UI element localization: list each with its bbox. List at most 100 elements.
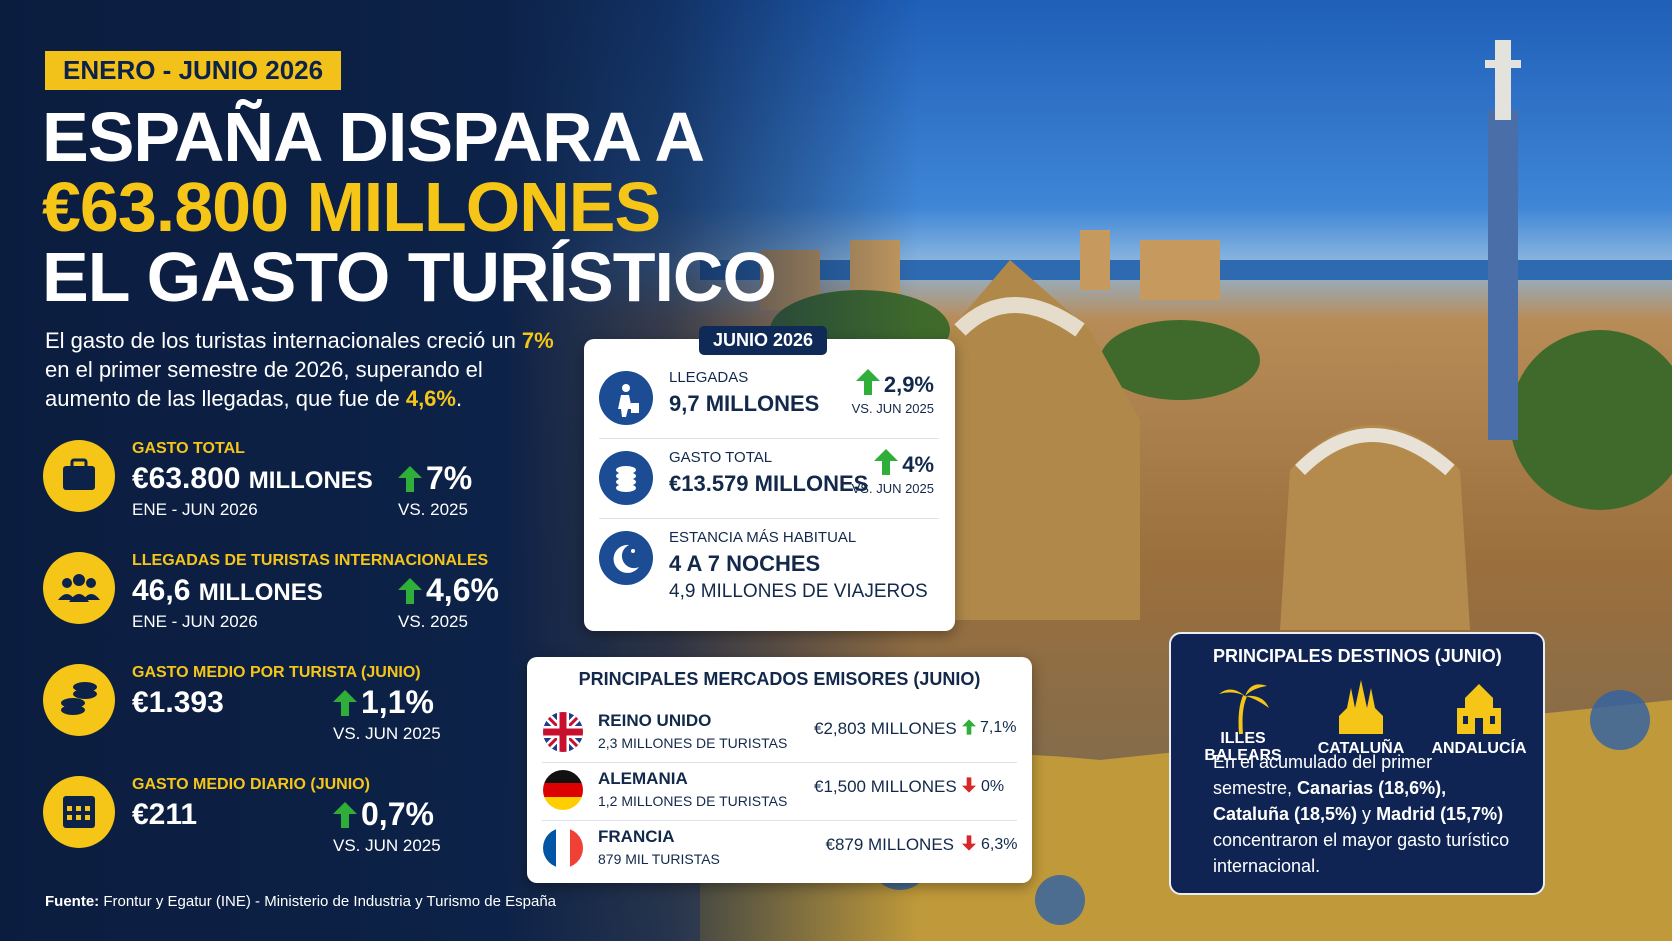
june-icon bbox=[599, 531, 653, 585]
kpi: GASTO TOTAL €63.800 MILLONES ENE - JUN 202… bbox=[43, 440, 563, 540]
market-change: 7,1% bbox=[962, 719, 1016, 737]
kpi: GASTO MEDIO POR TURISTA (JUNIO) €1.393 1,1… bbox=[43, 664, 563, 764]
june-row: GASTO TOTAL €13.579 MILLONES 4% VS. JUN 202… bbox=[599, 441, 939, 519]
icon bbox=[618, 384, 639, 417]
destination bbox=[1427, 674, 1531, 744]
arrow bbox=[962, 777, 976, 793]
market-tourists: 879 MIL TURISTAS bbox=[598, 851, 720, 867]
market-country: FRANCIA bbox=[598, 827, 675, 846]
destination-icon bbox=[1447, 674, 1511, 738]
june-icon bbox=[599, 371, 653, 425]
june-change: 2,9% bbox=[855, 369, 934, 398]
june-change-value: 2,9% bbox=[883, 372, 934, 397]
kpi-value-number: €63.800 bbox=[132, 462, 241, 495]
kpi-change: 4,6% bbox=[398, 572, 499, 609]
icon bbox=[61, 682, 97, 715]
june-label: GASTO TOTAL bbox=[669, 449, 773, 466]
icon bbox=[1457, 684, 1501, 734]
market-change-value: 7,1% bbox=[980, 719, 1017, 736]
kpi-icon bbox=[43, 552, 115, 624]
june-value: €13.579 MILLONES bbox=[669, 471, 869, 496]
june-compare: VS. JUN 2025 bbox=[851, 481, 934, 496]
kpi-value: €63.800 MILLONES bbox=[132, 462, 373, 496]
arrow bbox=[962, 719, 976, 735]
intro-part: 4,6% bbox=[405, 386, 456, 411]
flag-icon bbox=[543, 712, 583, 752]
market-country: ALEMANIA bbox=[598, 769, 688, 788]
kpi-change-value: 1,1% bbox=[361, 684, 434, 720]
june-change-value: 4% bbox=[902, 452, 934, 477]
kpi-change: 0,7% bbox=[333, 796, 434, 833]
destination-name: ANDALUCÍA bbox=[1431, 740, 1527, 757]
market-row: ALEMANIA 1,2 MILLONES DE TURISTAS €1,500 M… bbox=[542, 763, 1017, 821]
kpi-value: €211 bbox=[132, 798, 197, 832]
flag bbox=[542, 769, 584, 811]
destinations-title: PRINCIPALES DESTINOS (JUNIO) bbox=[1213, 646, 1502, 666]
kpi-icon bbox=[43, 664, 115, 736]
destination-name: CATALUÑA bbox=[1317, 740, 1405, 757]
icon bbox=[63, 458, 95, 490]
arrow bbox=[874, 449, 899, 475]
intro-part: 7% bbox=[521, 328, 554, 353]
kpi: GASTO MEDIO DIARIO (JUNIO) €211 0,7% VS. JU… bbox=[43, 776, 563, 876]
destination-icon bbox=[1329, 674, 1393, 738]
market-row: FRANCIA 879 MIL TURISTAS €879 MILLONES 6,3% bbox=[542, 821, 1017, 879]
kpi-period: ENE - JUN 2026 bbox=[132, 500, 258, 519]
intro-text: El gasto de los turistas internacionales… bbox=[45, 326, 565, 413]
kpi-icon bbox=[43, 776, 115, 848]
kpi-change: 1,1% bbox=[333, 684, 434, 721]
destination bbox=[1309, 674, 1413, 744]
june-value: 9,7 MILLONES bbox=[669, 391, 820, 416]
summary-part: En el acumulado del primer semestre, bbox=[1213, 752, 1433, 798]
kpi-unit: MILLONES bbox=[248, 467, 373, 494]
kpi-label: GASTO MEDIO POR TURISTA (JUNIO) bbox=[132, 664, 421, 681]
source-text: Frontur y Egatur (INE) - Ministerio de I… bbox=[99, 893, 557, 910]
summary-part: Madrid (15,7%) bbox=[1376, 804, 1504, 824]
kpi-change-value: 0,7% bbox=[361, 796, 434, 832]
market-tourists: 2,3 MILLONES DE TURISTAS bbox=[598, 735, 788, 751]
kpi-value-number: €1.393 bbox=[132, 686, 224, 719]
market-change: 0% bbox=[962, 777, 1004, 796]
kpi-label: LLEGADAS DE TURISTAS INTERNACIONALES bbox=[132, 552, 489, 569]
title-highlight: €63.800 MILLONES bbox=[42, 168, 661, 246]
flag-icon bbox=[543, 828, 583, 868]
flag-icon bbox=[543, 770, 583, 810]
source-label: Fuente: bbox=[45, 893, 100, 910]
icon bbox=[616, 466, 636, 492]
markets-card: PRINCIPALES MERCADOS EMISORES (JUNIO) RE… bbox=[527, 657, 1032, 883]
summary-part: y bbox=[1357, 804, 1377, 824]
destinations-card: PRINCIPALES DESTINOS (JUNIO) En el acumu… bbox=[1169, 632, 1545, 895]
kpi-compare: VS. JUN 2025 bbox=[333, 836, 441, 855]
kpi-period: ENE - JUN 2026 bbox=[132, 612, 258, 631]
kpi-change: 7% bbox=[398, 460, 472, 497]
june-row: LLEGADAS 9,7 MILLONES 2,9% VS. JUN 2025 bbox=[599, 361, 939, 439]
kpi-change-value: 4,6% bbox=[426, 572, 499, 608]
june-row: ESTANCIA MÁS HABITUAL 4 A 7 NOCHES 4,9 MIL… bbox=[599, 521, 939, 602]
june-change: 4% bbox=[874, 449, 934, 478]
kpi-label: GASTO MEDIO DIARIO (JUNIO) bbox=[132, 776, 370, 793]
kpi-value-number: 46,6 bbox=[132, 574, 191, 607]
kpi-icon bbox=[43, 440, 115, 512]
june-compare: VS. JUN 2025 bbox=[851, 401, 934, 416]
kpi-compare: VS. JUN 2025 bbox=[333, 724, 441, 743]
icon bbox=[1219, 684, 1269, 735]
kpi-compare: VS. 2025 bbox=[398, 612, 468, 631]
market-country: REINO UNIDO bbox=[598, 711, 712, 730]
summary-part: Canarias (18,6%), Cataluña (18,5%) bbox=[1213, 778, 1447, 824]
flag bbox=[542, 711, 584, 753]
kpi-value-number: €211 bbox=[132, 798, 198, 831]
arrow bbox=[398, 578, 422, 604]
arrow bbox=[398, 466, 422, 492]
market-change-value: 0% bbox=[981, 778, 1005, 795]
market-change: 6,3% bbox=[962, 835, 1017, 854]
june-badge: JUNIO 2026 bbox=[699, 326, 828, 355]
icon bbox=[613, 544, 639, 573]
june-icon bbox=[599, 451, 653, 505]
flag bbox=[542, 827, 584, 869]
intro-part: . bbox=[455, 386, 463, 411]
kpi-compare: VS. 2025 bbox=[398, 500, 468, 519]
arrow bbox=[333, 690, 357, 716]
arrow bbox=[962, 835, 976, 851]
destination-icon bbox=[1211, 674, 1275, 738]
